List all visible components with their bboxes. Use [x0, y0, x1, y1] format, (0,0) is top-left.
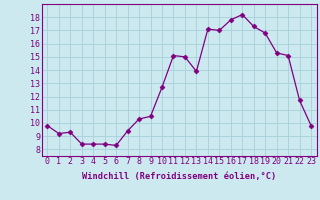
- X-axis label: Windchill (Refroidissement éolien,°C): Windchill (Refroidissement éolien,°C): [82, 172, 276, 181]
